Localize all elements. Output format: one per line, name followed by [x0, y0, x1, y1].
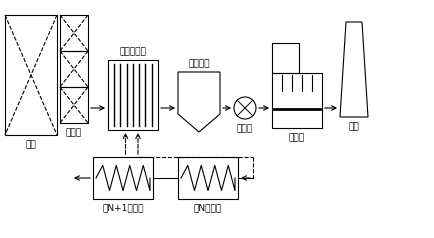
Bar — [60, 15, 88, 51]
Text: 脱硫塔: 脱硫塔 — [288, 133, 304, 142]
Bar — [60, 87, 88, 123]
Text: 第N级低加: 第N级低加 — [194, 203, 222, 212]
Bar — [93, 157, 153, 199]
Bar — [178, 157, 237, 199]
Text: 烟气冷却器: 烟气冷却器 — [119, 47, 146, 56]
Bar — [271, 43, 299, 73]
Text: 电除尘器: 电除尘器 — [188, 59, 209, 68]
Text: 烟囱: 烟囱 — [348, 122, 358, 131]
Bar — [271, 73, 321, 128]
Bar — [5, 15, 57, 135]
Text: 空预器: 空预器 — [66, 128, 82, 137]
Text: 锅炉: 锅炉 — [26, 140, 36, 149]
Bar — [108, 60, 158, 130]
Text: 引风机: 引风机 — [237, 124, 253, 133]
Text: 第N+1级低加: 第N+1级低加 — [102, 203, 143, 212]
Bar — [60, 51, 88, 87]
